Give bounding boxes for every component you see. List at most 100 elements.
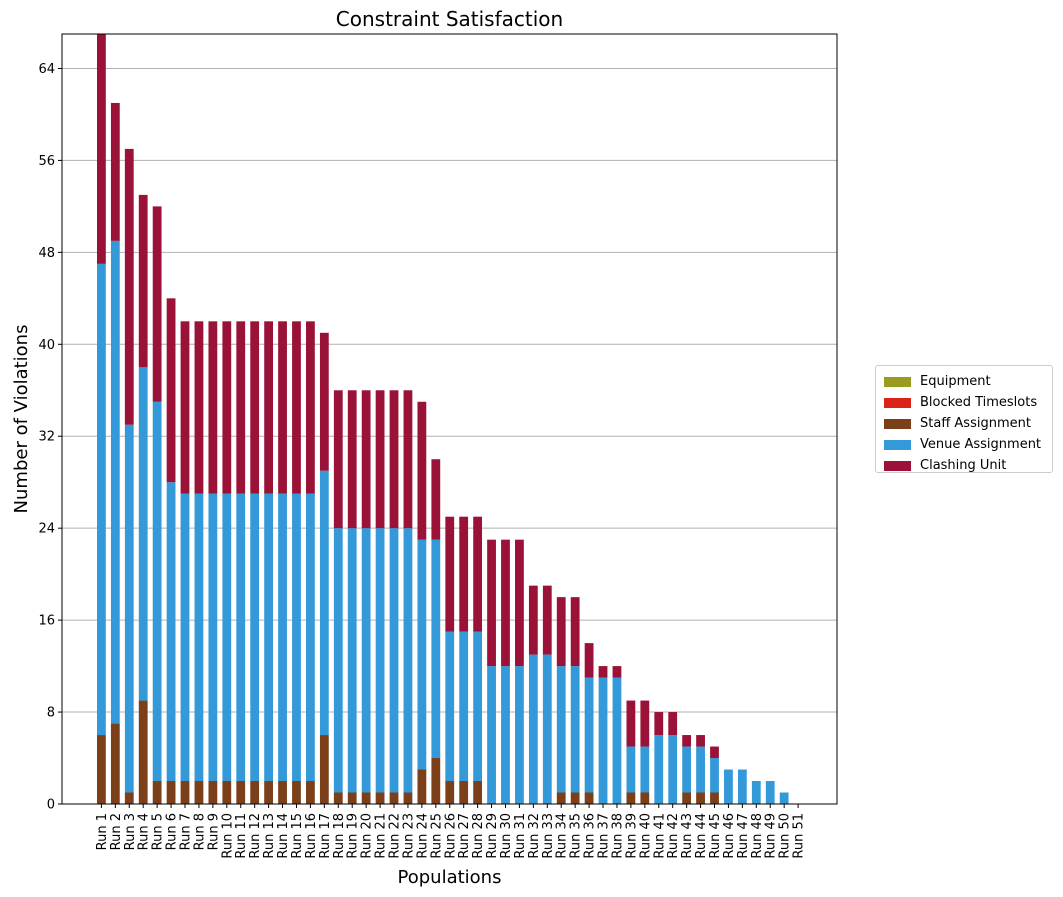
bar-clashing-unit-run-38 bbox=[612, 666, 622, 678]
x-tick-label-3: Run 3 bbox=[123, 813, 138, 850]
bar-venue-assignment-run-9 bbox=[208, 493, 218, 782]
x-tick-label-42: Run 42 bbox=[666, 813, 681, 859]
bar-clashing-unit-run-21 bbox=[375, 390, 385, 529]
bar-clashing-unit-run-3 bbox=[124, 148, 134, 425]
bar-clashing-unit-run-6 bbox=[166, 298, 176, 483]
bar-staff-assignment-run-21 bbox=[375, 792, 385, 804]
y-tick-label-56: 56 bbox=[38, 154, 55, 169]
bar-clashing-unit-run-36 bbox=[584, 643, 594, 678]
x-tick-label-27: Run 27 bbox=[457, 813, 472, 859]
bar-staff-assignment-run-19 bbox=[347, 792, 357, 804]
bar-clashing-unit-run-31 bbox=[515, 539, 524, 667]
legend-item-venue-assignment: Venue Assignment bbox=[884, 434, 1044, 455]
bar-clashing-unit-run-7 bbox=[180, 321, 190, 494]
x-tick-label-5: Run 5 bbox=[151, 813, 166, 850]
bar-staff-assignment-run-40 bbox=[640, 792, 650, 804]
x-tick-label-41: Run 41 bbox=[652, 813, 667, 859]
x-tick-label-43: Run 43 bbox=[680, 813, 695, 859]
bar-clashing-unit-run-40 bbox=[640, 700, 650, 747]
legend-swatch-blocked-timeslots bbox=[884, 397, 911, 408]
bar-staff-assignment-run-22 bbox=[389, 792, 399, 804]
bar-clashing-unit-run-26 bbox=[445, 516, 455, 632]
x-tick-label-38: Run 38 bbox=[610, 813, 625, 859]
bar-staff-assignment-run-12 bbox=[250, 781, 260, 804]
bar-clashing-unit-run-41 bbox=[654, 712, 664, 736]
legend-label-venue-assignment: Venue Assignment bbox=[920, 437, 1042, 452]
bars-group bbox=[97, 34, 789, 804]
bar-venue-assignment-run-1 bbox=[97, 263, 106, 736]
x-tick-label-30: Run 30 bbox=[499, 813, 514, 859]
bar-venue-assignment-run-40 bbox=[640, 746, 650, 793]
x-tick-label-17: Run 17 bbox=[318, 813, 333, 859]
bar-clashing-unit-run-45 bbox=[710, 746, 719, 759]
x-tick-label-34: Run 34 bbox=[555, 813, 570, 859]
legend-swatch-staff-assignment bbox=[884, 418, 911, 429]
x-tick-label-33: Run 33 bbox=[541, 813, 556, 859]
y-tick-label-40: 40 bbox=[38, 338, 55, 353]
bar-staff-assignment-run-8 bbox=[194, 781, 204, 804]
y-tick-label-16: 16 bbox=[38, 614, 55, 629]
bar-staff-assignment-run-24 bbox=[417, 769, 427, 804]
bar-staff-assignment-run-3 bbox=[124, 792, 134, 804]
bar-venue-assignment-run-15 bbox=[292, 493, 301, 782]
bar-clashing-unit-run-13 bbox=[264, 321, 274, 494]
legend-label-blocked-timeslots: Blocked Timeslots bbox=[920, 395, 1038, 410]
bar-clashing-unit-run-17 bbox=[319, 332, 329, 471]
bar-staff-assignment-run-44 bbox=[696, 792, 705, 804]
bar-staff-assignment-run-28 bbox=[473, 781, 483, 804]
bar-staff-assignment-run-4 bbox=[138, 700, 148, 804]
x-tick-label-6: Run 6 bbox=[165, 813, 180, 850]
bar-venue-assignment-run-7 bbox=[180, 493, 190, 782]
x-tick-label-31: Run 31 bbox=[513, 813, 528, 859]
bar-clashing-unit-run-39 bbox=[626, 700, 636, 747]
y-tick-label-0: 0 bbox=[47, 798, 55, 813]
bar-staff-assignment-run-43 bbox=[682, 792, 692, 804]
y-axis: 0 8 16 24 32 40 48 56 64 bbox=[38, 62, 62, 813]
bar-clashing-unit-run-5 bbox=[152, 206, 162, 402]
chart-title: Constraint Satisfaction bbox=[336, 7, 563, 31]
bar-venue-assignment-run-21 bbox=[375, 528, 385, 793]
x-tick-label-40: Run 40 bbox=[638, 813, 653, 859]
bar-staff-assignment-run-9 bbox=[208, 781, 218, 804]
bar-clashing-unit-run-9 bbox=[208, 321, 218, 494]
legend-item-clashing-unit: Clashing Unit bbox=[884, 455, 1044, 476]
bar-venue-assignment-run-2 bbox=[110, 240, 120, 724]
bar-venue-assignment-run-37 bbox=[598, 677, 608, 804]
bar-staff-assignment-run-34 bbox=[556, 792, 566, 804]
bar-venue-assignment-run-25 bbox=[431, 539, 441, 759]
bar-clashing-unit-run-16 bbox=[306, 321, 315, 494]
bar-staff-assignment-run-1 bbox=[97, 735, 106, 804]
bar-clashing-unit-run-29 bbox=[487, 539, 496, 667]
bar-venue-assignment-run-26 bbox=[445, 631, 455, 782]
bar-clashing-unit-run-33 bbox=[542, 585, 552, 655]
bar-clashing-unit-run-43 bbox=[682, 735, 692, 747]
x-tick-label-26: Run 26 bbox=[443, 813, 458, 859]
bar-clashing-unit-run-44 bbox=[696, 735, 705, 747]
bar-venue-assignment-run-44 bbox=[696, 746, 705, 793]
bar-clashing-unit-run-10 bbox=[222, 321, 232, 494]
x-tick-label-51: Run 51 bbox=[792, 813, 807, 859]
bar-staff-assignment-run-39 bbox=[626, 792, 636, 804]
y-axis-label: Number of Violations bbox=[11, 325, 32, 514]
bar-clashing-unit-run-25 bbox=[431, 459, 441, 540]
y-tick-label-64: 64 bbox=[38, 62, 55, 77]
x-tick-label-22: Run 22 bbox=[388, 813, 403, 859]
bar-venue-assignment-run-48 bbox=[751, 781, 761, 804]
x-tick-label-12: Run 12 bbox=[248, 813, 263, 859]
bar-staff-assignment-run-45 bbox=[710, 792, 719, 804]
bar-venue-assignment-run-20 bbox=[361, 528, 371, 793]
bar-staff-assignment-run-16 bbox=[306, 781, 315, 804]
bar-venue-assignment-run-38 bbox=[612, 677, 622, 804]
x-tick-label-18: Run 18 bbox=[332, 813, 347, 859]
bar-venue-assignment-run-42 bbox=[668, 735, 678, 804]
x-tick-label-20: Run 20 bbox=[360, 813, 375, 859]
bar-staff-assignment-run-27 bbox=[459, 781, 469, 804]
bar-venue-assignment-run-12 bbox=[250, 493, 260, 782]
bar-clashing-unit-run-2 bbox=[110, 102, 120, 241]
bar-clashing-unit-run-34 bbox=[556, 597, 566, 667]
bar-venue-assignment-run-6 bbox=[166, 482, 176, 782]
bar-venue-assignment-run-13 bbox=[264, 493, 274, 782]
bar-venue-assignment-run-28 bbox=[473, 631, 483, 782]
bar-venue-assignment-run-24 bbox=[417, 539, 427, 770]
legend-swatch-clashing-unit bbox=[884, 460, 911, 471]
